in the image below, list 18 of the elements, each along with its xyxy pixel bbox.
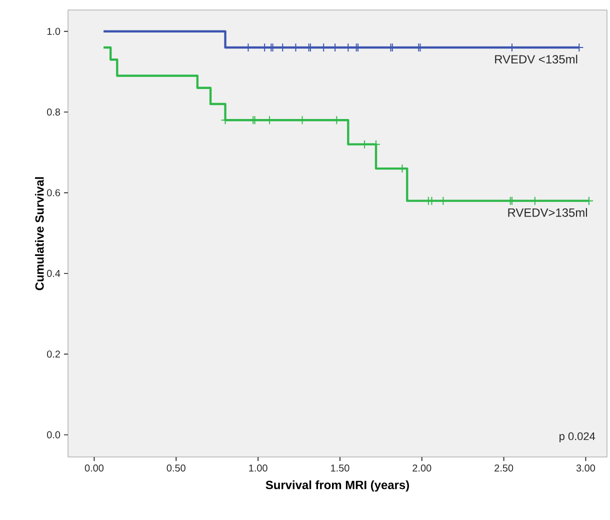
x-tick-label: 2.00 <box>412 464 432 472</box>
x-tick-label: 1.00 <box>249 464 268 472</box>
y-tick-label: 1.0 <box>47 28 60 35</box>
x-tick-label: 2.50 <box>494 464 514 472</box>
y-axis-title: Cumulative Survival <box>35 177 44 290</box>
series-label: RVEDV>135ml <box>508 208 587 217</box>
annotation: p 0.024 <box>560 432 596 442</box>
series-label: RVEDV <135ml <box>495 54 578 64</box>
y-tick-label: 0.4 <box>47 270 60 277</box>
x-tick-label: 0.50 <box>166 464 186 472</box>
y-tick-label: 0.8 <box>47 108 60 116</box>
x-tick-label: 3.00 <box>576 464 596 472</box>
x-tick-label: 1.50 <box>331 464 350 472</box>
x-axis-title: Survival from MRI (years) <box>266 480 409 492</box>
y-tick-label: 0.0 <box>47 431 60 438</box>
x-tick-label: 0.00 <box>84 464 104 472</box>
y-tick-label: 0.2 <box>47 350 60 358</box>
y-tick-label: 0.6 <box>47 189 60 196</box>
